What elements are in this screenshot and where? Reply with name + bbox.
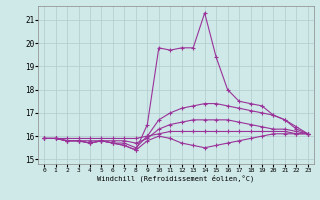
X-axis label: Windchill (Refroidissement éolien,°C): Windchill (Refroidissement éolien,°C) — [97, 175, 255, 182]
